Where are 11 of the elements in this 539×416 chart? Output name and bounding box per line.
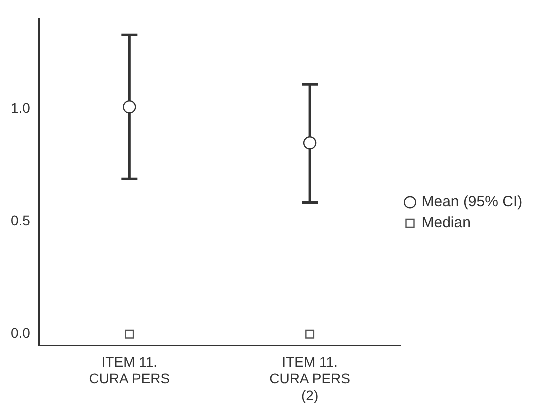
x-tick-label: ITEM 11. CURA PERS (2)	[270, 354, 351, 404]
point	[123, 100, 136, 114]
legend-label: Mean (95% CI)	[422, 194, 523, 211]
x-tick-label: ITEM 11. CURA PERS	[89, 354, 170, 387]
point	[306, 330, 315, 339]
legend-label: Median	[422, 214, 471, 232]
point	[303, 136, 317, 150]
y-tick-label: 0.0	[10, 325, 31, 342]
y-tick-label: 0.5	[10, 212, 31, 229]
y-tick-label: 1.0	[10, 100, 31, 116]
point	[125, 330, 134, 339]
